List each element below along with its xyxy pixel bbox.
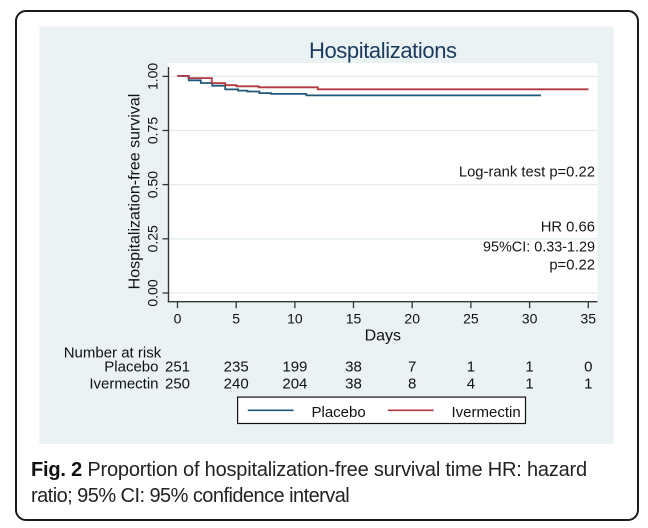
svg-text:204: 204 <box>282 376 307 393</box>
svg-text:Hospitalizations: Hospitalizations <box>309 38 457 63</box>
svg-text:30: 30 <box>522 310 538 326</box>
svg-text:Log-rank test p=0.22: Log-rank test p=0.22 <box>459 164 595 180</box>
svg-text:0: 0 <box>174 310 182 326</box>
svg-text:Placebo: Placebo <box>312 404 366 421</box>
svg-text:38: 38 <box>345 376 362 393</box>
svg-text:1: 1 <box>467 359 475 376</box>
svg-text:5: 5 <box>232 310 240 326</box>
svg-text:0: 0 <box>584 359 592 376</box>
svg-text:10: 10 <box>287 310 303 326</box>
svg-text:0.75: 0.75 <box>145 117 161 144</box>
svg-text:Ivermectin: Ivermectin <box>89 376 158 393</box>
svg-text:35: 35 <box>581 310 597 326</box>
svg-text:p=0.22: p=0.22 <box>549 257 595 273</box>
svg-text:1: 1 <box>584 376 592 393</box>
svg-text:251: 251 <box>165 359 190 376</box>
svg-text:7: 7 <box>408 359 416 376</box>
svg-text:8: 8 <box>408 376 416 393</box>
svg-text:0.00: 0.00 <box>145 279 161 306</box>
svg-text:240: 240 <box>224 376 249 393</box>
svg-text:HR 0.66: HR 0.66 <box>541 220 595 236</box>
svg-text:1: 1 <box>525 359 533 376</box>
svg-text:Ivermectin: Ivermectin <box>452 404 521 421</box>
svg-text:250: 250 <box>165 376 190 393</box>
svg-text:38: 38 <box>345 359 362 376</box>
svg-text:25: 25 <box>463 310 479 326</box>
svg-text:Hospitalization-free survival: Hospitalization-free survival <box>127 94 144 290</box>
svg-text:1.00: 1.00 <box>145 63 161 90</box>
svg-text:Number at risk: Number at risk <box>64 345 162 362</box>
svg-text:95%CI: 0.33-1.29: 95%CI: 0.33-1.29 <box>483 240 595 256</box>
svg-text:0.50: 0.50 <box>145 171 161 198</box>
svg-text:15: 15 <box>346 310 362 326</box>
svg-text:0.25: 0.25 <box>145 225 161 252</box>
svg-text:199: 199 <box>282 359 307 376</box>
svg-text:20: 20 <box>404 310 420 326</box>
svg-text:1: 1 <box>525 376 533 393</box>
svg-text:Placebo: Placebo <box>104 359 158 376</box>
svg-text:4: 4 <box>467 376 475 393</box>
svg-text:235: 235 <box>224 359 249 376</box>
svg-text:Days: Days <box>365 328 401 345</box>
